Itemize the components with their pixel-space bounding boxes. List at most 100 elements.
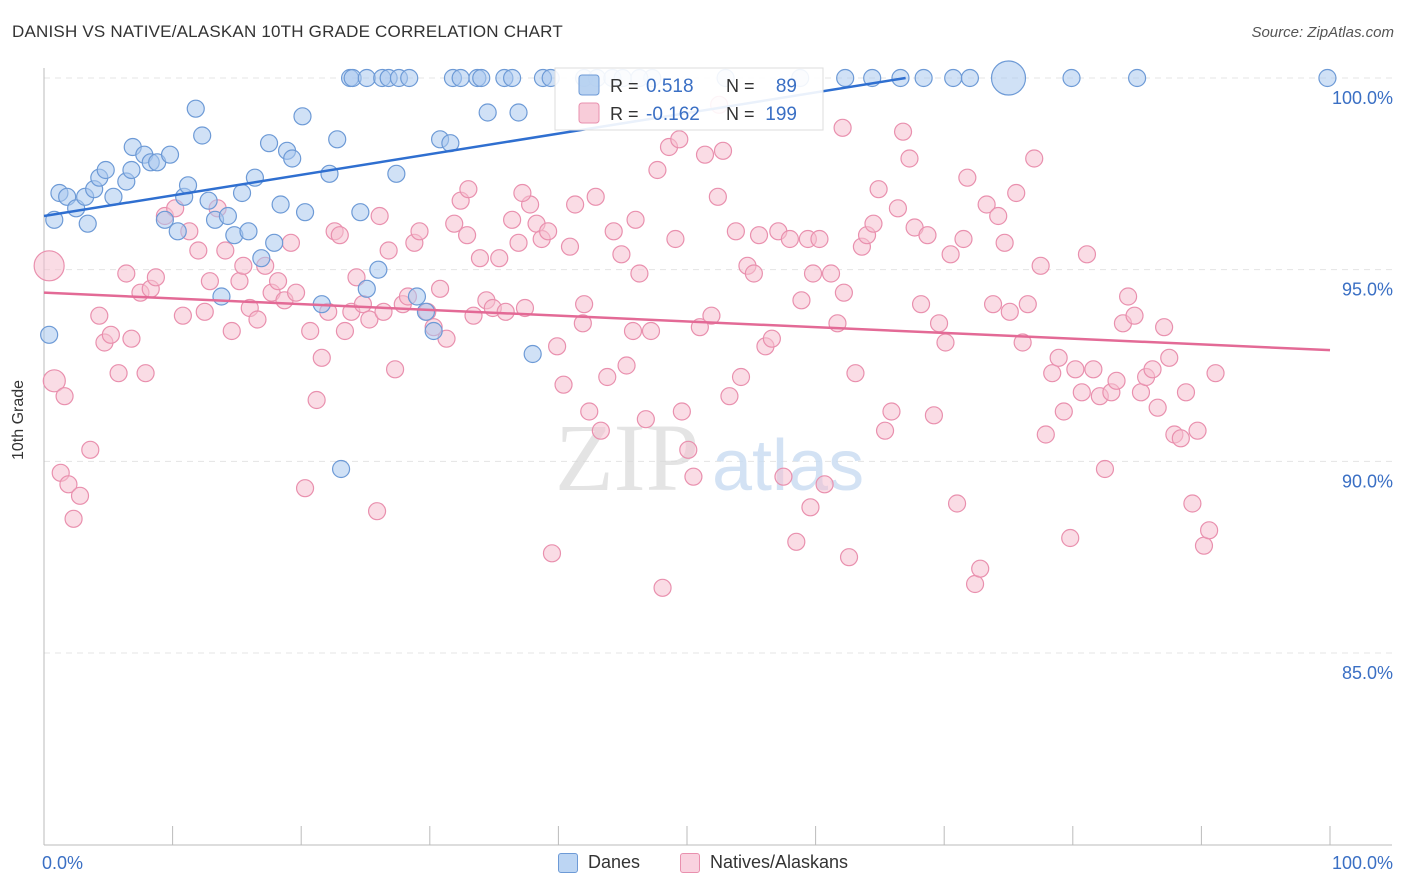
legend-label-danes: Danes	[587, 852, 640, 872]
natives-point	[70, 486, 90, 505]
legend-item-danes[interactable]: Danes	[557, 852, 640, 873]
natives-point	[560, 237, 580, 256]
natives-point	[801, 498, 820, 517]
natives-point	[370, 206, 389, 226]
natives-point	[360, 310, 379, 329]
natives-point	[834, 283, 853, 302]
danes-point	[218, 206, 237, 226]
danes-point	[96, 160, 115, 180]
natives-point	[1049, 348, 1068, 367]
natives-point	[630, 264, 649, 283]
legend-item-natives[interactable]: Natives/Alaskans	[679, 852, 848, 873]
natives-point	[833, 118, 852, 137]
natives-point	[301, 321, 320, 341]
danes-point	[509, 103, 528, 122]
natives-point	[200, 272, 219, 291]
natives-point	[684, 467, 703, 486]
natives-point	[1043, 364, 1062, 383]
natives-point	[136, 364, 155, 383]
natives-point	[573, 314, 592, 333]
natives-point	[1036, 425, 1055, 444]
natives-point	[977, 195, 996, 214]
natives-point	[1007, 183, 1026, 203]
danes-point	[232, 183, 252, 203]
natives-point	[626, 210, 645, 229]
natives-point	[503, 210, 522, 229]
natives-point	[330, 226, 349, 245]
natives-point	[726, 222, 745, 241]
natives-point	[101, 325, 120, 344]
natives-point	[1031, 256, 1050, 275]
natives-point	[1061, 528, 1080, 548]
natives-point	[1013, 333, 1032, 352]
natives-point	[222, 321, 241, 341]
watermark-atlas: atlas	[712, 426, 864, 506]
natives-point	[947, 494, 967, 513]
natives-point	[230, 272, 249, 291]
natives-point	[42, 369, 66, 393]
natives-point	[490, 249, 509, 268]
y-tick-label: 95.0%	[1342, 280, 1393, 300]
danes-point	[416, 302, 436, 321]
natives-point	[965, 574, 985, 594]
danes-point	[328, 130, 347, 149]
natives-point	[347, 268, 366, 287]
natives-point	[1143, 360, 1162, 379]
stats-legend-box	[554, 67, 824, 131]
natives-point	[612, 245, 631, 264]
natives-point	[1066, 360, 1085, 379]
natives-point	[515, 298, 535, 318]
natives-point	[623, 321, 643, 341]
danes-point	[1318, 68, 1337, 88]
natives-point	[430, 279, 450, 298]
natives-point	[918, 226, 937, 245]
danes-point	[293, 107, 312, 126]
natives-point	[648, 160, 667, 180]
natives-point	[580, 402, 599, 421]
natives-point	[762, 329, 781, 348]
danes-point	[351, 203, 370, 222]
natives-point	[307, 390, 326, 410]
natives-point	[379, 241, 398, 260]
natives-point	[312, 348, 331, 367]
natives-point	[1054, 402, 1073, 421]
natives-point	[591, 421, 610, 440]
natives-point	[335, 321, 355, 341]
natives-point	[617, 356, 636, 375]
natives-point	[173, 306, 192, 325]
natives-point	[670, 130, 689, 149]
natives-point	[459, 180, 478, 199]
natives-point	[59, 475, 78, 494]
danes-point	[960, 68, 980, 88]
danes-point	[424, 321, 443, 341]
danes-point	[451, 68, 470, 88]
natives-point	[295, 479, 315, 498]
natives-point	[470, 249, 490, 268]
natives-point	[248, 310, 267, 329]
natives-point	[839, 548, 859, 567]
bottom-legend: Danes Natives/Alaskans	[0, 852, 1406, 873]
natives-point	[509, 233, 528, 252]
natives-point	[787, 532, 806, 551]
danes-point	[320, 164, 339, 183]
legend-swatch-danes	[557, 852, 578, 873]
natives-trend-line	[43, 291, 1331, 352]
natives-point	[1025, 149, 1044, 168]
danes-point	[212, 287, 231, 306]
natives-point	[666, 229, 685, 249]
natives-point	[374, 302, 393, 321]
legend-swatch-natives	[679, 852, 700, 873]
natives-point	[1000, 302, 1019, 321]
natives-point	[774, 467, 793, 486]
natives-point	[542, 544, 562, 563]
x-tick-label-min: 0.0%	[42, 853, 83, 873]
stats-n-label: N =	[726, 104, 755, 124]
danes-point	[357, 279, 376, 298]
danes-point	[199, 191, 218, 210]
watermark-zip: ZIP	[555, 404, 699, 511]
danes-point	[331, 459, 351, 479]
danes-point	[239, 222, 258, 241]
danes-point	[259, 134, 279, 153]
natives-point	[554, 375, 573, 394]
natives-point	[146, 268, 165, 287]
